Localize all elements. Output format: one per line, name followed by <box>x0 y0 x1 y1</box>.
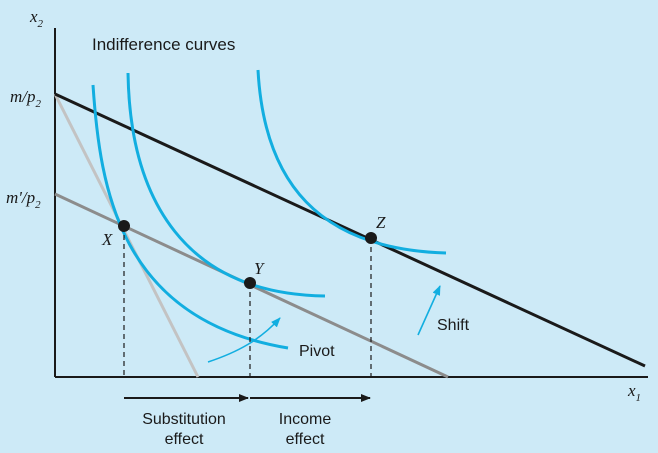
indifference-curve-2 <box>126 72 326 298</box>
pivot-label: Pivot <box>299 343 335 360</box>
point-y-label: Y <box>254 259 265 278</box>
pivot-arrow <box>207 317 281 363</box>
point-z-marker <box>365 232 377 244</box>
income-effect-label-line1: Income <box>279 411 332 428</box>
point-y-marker <box>244 277 256 289</box>
indifference-curves-title: Indifference curves <box>92 35 235 54</box>
m-over-p2-label: m/p2 <box>10 87 42 110</box>
shift-label: Shift <box>437 317 470 334</box>
point-z-label: Z <box>376 213 386 232</box>
point-x-marker <box>118 220 130 232</box>
indifference-curve-1 <box>91 84 289 350</box>
indifference-curve-3 <box>256 69 447 255</box>
point-x-label: X <box>101 230 113 249</box>
original-budget-line <box>54 92 646 368</box>
x-axis-label: x1 <box>627 381 641 404</box>
mprime-over-p2-label: m'/p2 <box>6 188 41 211</box>
substitution-effect-label-line2: effect <box>165 431 204 448</box>
substitution-effect-label-line1: Substitution <box>142 411 226 428</box>
y-axis-label: x2 <box>29 7 44 30</box>
shift-arrow <box>417 285 441 336</box>
income-effect-label-line2: effect <box>286 431 325 448</box>
